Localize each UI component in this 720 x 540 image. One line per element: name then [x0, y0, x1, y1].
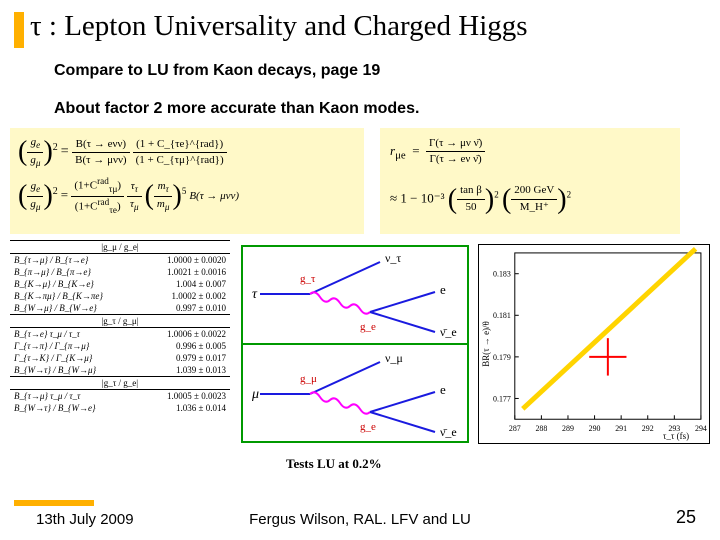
- svg-text:0.181: 0.181: [493, 311, 511, 320]
- br-vs-tau-chart: 2872882892902912922932940.1770.1790.1810…: [478, 244, 710, 444]
- svg-text:ν̄_e: ν̄_e: [440, 325, 457, 339]
- svg-text:BR(τ → e)/θ: BR(τ → e)/θ: [481, 321, 491, 366]
- ratio-table: |g_μ / g_e|B_{τ→μ} / B_{τ→e}1.0000 ± 0.0…: [10, 240, 230, 414]
- svg-text:292: 292: [642, 424, 654, 433]
- svg-text:e: e: [440, 282, 446, 297]
- subtitle-1: Compare to LU from Kaon decays, page 19: [54, 62, 380, 80]
- svg-text:0.183: 0.183: [493, 270, 511, 279]
- tests-label: Tests LU at 0.2%: [286, 456, 382, 472]
- equation-box-right: rμe = Γ(τ → μν ν̄)Γ(τ → eν ν̄) ≈ 1 − 10⁻…: [380, 128, 680, 234]
- svg-text:ν_μ: ν_μ: [385, 351, 403, 365]
- equation-box-left: (gegμ)2 = B(τ → eνν)B(τ → μνν) (1 + C_{τ…: [10, 128, 364, 234]
- svg-text:289: 289: [562, 424, 574, 433]
- svg-text:ν̄_e: ν̄_e: [440, 425, 457, 439]
- svg-text:287: 287: [509, 424, 521, 433]
- svg-text:288: 288: [535, 424, 547, 433]
- footer-accent: [14, 500, 94, 506]
- svg-text:290: 290: [589, 424, 601, 433]
- svg-text:g_τ: g_τ: [300, 273, 316, 285]
- slide-title: τ : Lepton Universality and Charged Higg…: [30, 10, 528, 43]
- svg-text:τ: τ: [252, 287, 258, 302]
- svg-text:0.179: 0.179: [493, 353, 511, 362]
- svg-text:τ_τ (fs): τ_τ (fs): [663, 431, 689, 441]
- svg-text:g_e: g_e: [360, 321, 376, 333]
- footer-page-number: 25: [676, 507, 696, 528]
- svg-text:e: e: [440, 382, 446, 397]
- title-accent: [14, 12, 24, 48]
- feynman-diagrams: τν_τg_τeν̄_eg_eμν_μg_μeν̄_eg_e: [240, 244, 470, 444]
- svg-text:294: 294: [695, 424, 707, 433]
- svg-text:291: 291: [615, 424, 627, 433]
- svg-text:0.177: 0.177: [493, 394, 511, 403]
- svg-text:g_μ: g_μ: [300, 373, 317, 385]
- svg-text:g_e: g_e: [360, 421, 376, 433]
- svg-text:μ: μ: [251, 387, 259, 402]
- footer-author: Fergus Wilson, RAL. LFV and LU: [0, 511, 720, 528]
- svg-text:ν_τ: ν_τ: [385, 251, 401, 265]
- subtitle-2: About factor 2 more accurate than Kaon m…: [54, 100, 419, 118]
